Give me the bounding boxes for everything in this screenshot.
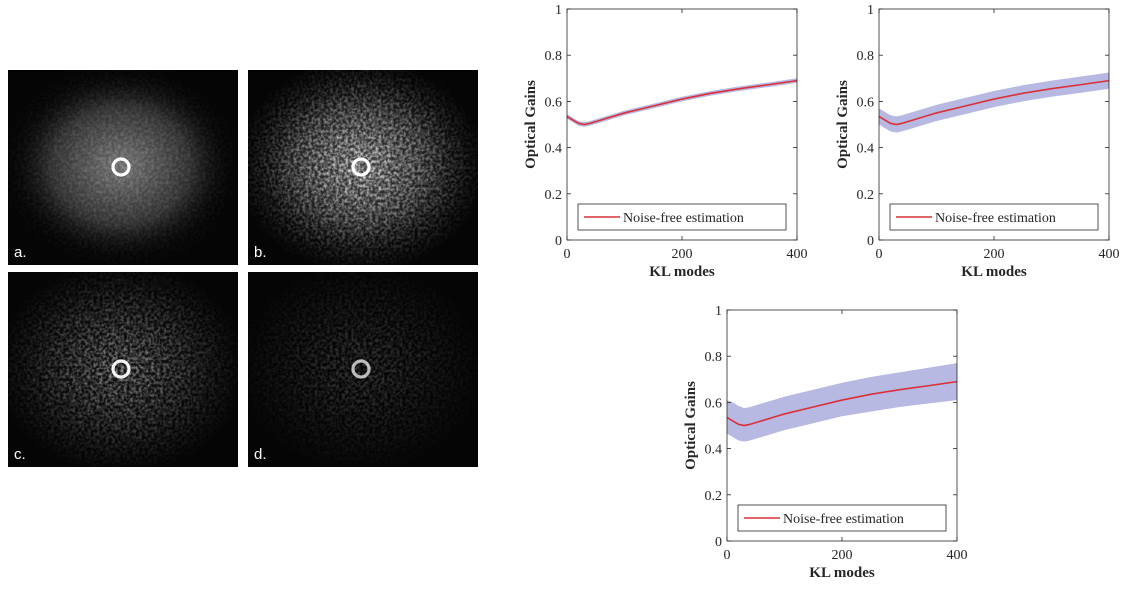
image-ring [351,359,371,379]
y-tick-label: 0.2 [545,188,563,203]
y-tick-label: 1 [715,304,722,319]
x-tick-label: 200 [984,247,1005,262]
plot-area [567,9,797,240]
legend-label: Noise-free estimation [935,211,1056,226]
x-axis-label: KL modes [809,565,875,581]
y-tick-label: 0.4 [545,142,563,157]
legend: Noise-free estimation [889,203,1099,231]
x-tick-label: 0 [876,247,883,262]
legend-box [889,203,1099,231]
band-area [879,72,1109,133]
y-tick-label: 0.6 [545,95,563,110]
y-tick-label: 0.6 [857,95,875,110]
image-ring [111,359,131,379]
series-line [726,380,958,427]
image-panel: c. [8,272,238,467]
legend-label: Noise-free estimation [783,512,904,527]
x-tick-label: 200 [832,548,853,563]
x-tick-label: 400 [947,548,968,563]
y-axis-label: Optical Gains [683,381,699,470]
x-axis-label: KL modes [649,264,715,280]
y-tick-label: 0.4 [857,142,875,157]
image-label: d. [254,446,267,463]
x-tick-label: 400 [1099,247,1120,262]
image-ring [351,157,371,177]
y-tick-label: 0.8 [705,350,723,365]
y-tick-label: 1 [867,3,874,18]
chart: 0 0.2 0.4 0.6 0.8 1 0 200 400 KL modes Optical Gai… [523,3,808,280]
legend-label: Noise-free estimation [623,211,744,226]
image-speckle [248,272,478,467]
image-speckle [248,70,478,265]
y-tick-label: 0 [715,535,722,550]
x-tick-label: 200 [672,247,693,262]
y-axis-label: Optical Gains [523,80,539,169]
x-axis-label: KL modes [961,264,1027,280]
y-tick-label: 0.6 [705,396,723,411]
y-tick-label: 0.8 [545,49,563,64]
image-panels: a. b. c. d. [8,70,478,467]
legend: Noise-free estimation [577,203,787,231]
chart: 0 0.2 0.4 0.6 0.8 1 0 200 400 KL modes Optical Gai… [683,304,968,581]
image-panel: b. [248,70,478,265]
image-speckle [8,272,238,467]
x-tick-label: 400 [787,247,808,262]
y-tick-label: 0 [867,234,874,249]
image-label: c. [14,446,26,463]
chart: 0 0.2 0.4 0.6 0.8 1 0 200 400 KL modes Optical Gai… [835,3,1120,280]
band-area [727,363,957,442]
x-tick-label: 0 [724,548,731,563]
y-tick-label: 0.2 [705,489,723,504]
y-axis-label: Optical Gains [835,80,851,169]
y-tick-label: 0.4 [705,443,723,458]
image-speckle [8,70,238,265]
y-tick-label: 1 [555,3,562,18]
series-line [566,79,798,126]
legend: Noise-free estimation [737,504,947,532]
band-area [567,78,797,127]
image-panel: a. [8,70,238,265]
y-tick-label: 0.8 [857,49,875,64]
series-line [878,79,1110,126]
x-tick-label: 0 [564,247,571,262]
image-label: b. [254,244,267,261]
image-panel: d. [248,272,478,467]
image-ring [111,157,131,177]
y-tick-label: 0 [555,234,562,249]
image-label: a. [14,244,27,261]
y-tick-label: 0.2 [857,188,875,203]
